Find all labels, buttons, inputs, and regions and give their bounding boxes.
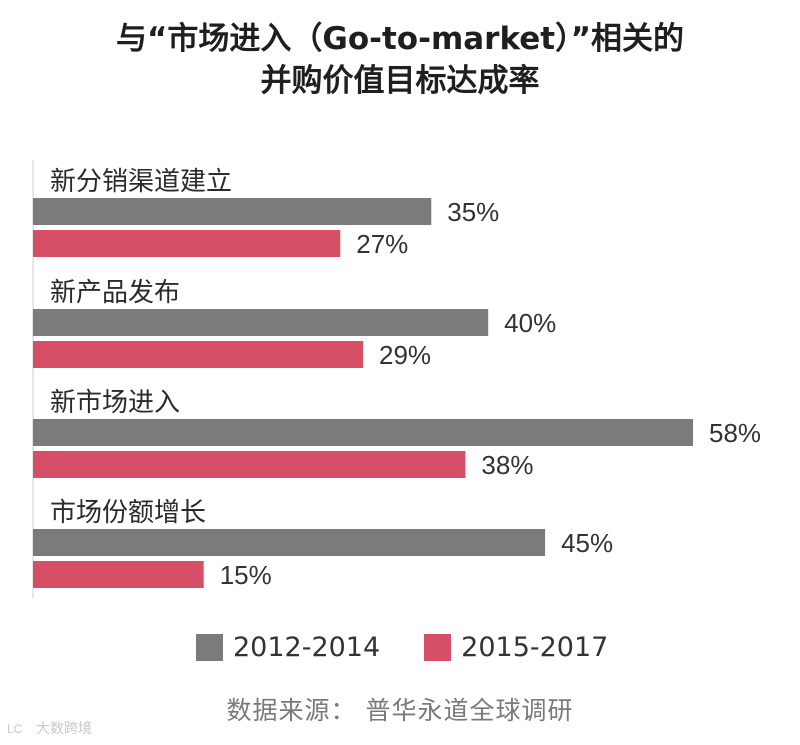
chart-title: 与“市场进入（Go-to-market）”相关的 并购价值目标达成率 [0,18,800,102]
bar-2012-2014 [33,529,546,556]
watermark-text: 大数跨境 [36,721,92,737]
bar-2015-2017 [33,451,466,478]
data-label: 45% [561,528,613,558]
legend-item-2012-2014: 2012-2014 [196,632,380,663]
legend-label-2015-2017: 2015-2017 [461,632,609,663]
chart-title-line-2: 并购价值目标达成率 [260,63,540,99]
bar-chart: 新分销渠道建立 35% 27% 新产品发布 40% 29% 新市场进入 58% 38% 市场份额增… [32,160,761,598]
legend-label-2012-2014: 2012-2014 [233,632,381,663]
legend-swatch-2012-2014 [196,634,223,661]
chart-title-line-1: 与“市场进入（Go-to-market）”相关的 [116,21,684,57]
watermark-logo-text: LC [7,722,23,736]
bar-2015-2017 [33,230,341,257]
data-label: 35% [447,197,499,227]
data-source: 数据来源： 普华永道全球调研 [226,696,574,725]
legend-item-2015-2017: 2015-2017 [424,632,608,663]
category-label: 市场份额增长 [50,498,206,528]
bar-2012-2014 [33,419,693,446]
watermark: LC 大数跨境 [6,718,92,738]
bar-2015-2017 [33,341,363,368]
data-label: 40% [504,308,556,338]
data-label: 58% [709,418,761,448]
legend: 2012-2014 2015-2017 [196,632,652,663]
bar-2012-2014 [33,198,432,225]
data-label: 15% [220,560,272,590]
bar-2012-2014 [33,309,489,336]
legend-swatch-2015-2017 [424,634,452,661]
watermark-logo-icon: LC [7,722,23,736]
data-label: 38% [481,450,533,480]
data-label: 27% [356,229,408,259]
category-label: 新市场进入 [50,388,180,418]
category-label: 新分销渠道建立 [50,167,232,197]
bar-2015-2017 [33,561,204,588]
data-label: 29% [379,340,431,370]
category-label: 新产品发布 [50,278,180,308]
